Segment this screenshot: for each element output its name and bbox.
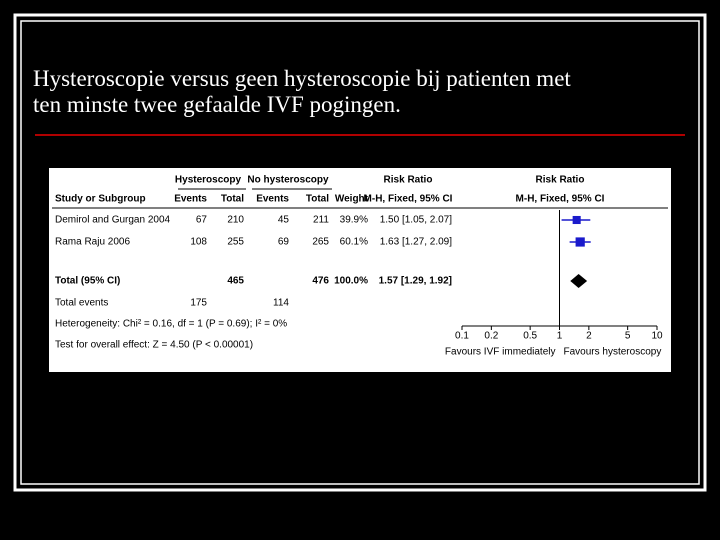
table-text: Total events	[55, 298, 108, 309]
favours-label: Favours hysteroscopy	[564, 347, 662, 358]
heterogeneity-note: Heterogeneity: Chi² = 0.16, df = 1 (P = …	[55, 319, 287, 330]
column-header: M-H, Fixed, 95% CI	[516, 194, 605, 205]
table-text: 465	[227, 276, 244, 287]
table-text: 1.50 [1.05, 2.07]	[380, 215, 453, 226]
x-tick-label: 0.1	[455, 331, 469, 342]
table-text: 265	[312, 237, 329, 248]
table-text: 1.57 [1.29, 1.92]	[379, 276, 452, 287]
column-header: Weight	[335, 194, 369, 205]
table-text: Demirol and Gurgan 2004	[55, 215, 171, 226]
slide-title: ten minste twee gefaalde IVF pogingen.	[33, 92, 401, 117]
frame-inner	[20, 20, 700, 485]
table-text: 108	[190, 237, 207, 248]
column-header: Events	[174, 194, 207, 205]
column-header: Events	[256, 194, 289, 205]
forest-plot-panel	[49, 168, 671, 372]
table-text: 211	[313, 215, 329, 226]
table-text: 67	[196, 215, 208, 226]
column-header: Risk Ratio	[384, 175, 433, 186]
column-group-header: No hysteroscopy	[247, 175, 329, 186]
table-text: Total (95% CI)	[55, 276, 120, 287]
table-text: 175	[190, 298, 207, 309]
x-tick-label: 0.5	[523, 331, 537, 342]
x-tick-label: 0.2	[484, 331, 498, 342]
table-text: 45	[278, 215, 290, 226]
table-text: Rama Raju 2006	[55, 237, 130, 248]
column-header: Total	[306, 194, 329, 205]
table-text: 210	[227, 215, 244, 226]
column-group-header: Hysteroscopy	[175, 175, 242, 186]
x-tick-label: 5	[625, 331, 631, 342]
table-text: 39.9%	[340, 215, 368, 226]
column-header: Risk Ratio	[536, 175, 585, 186]
x-tick-label: 10	[651, 331, 663, 342]
overall-effect-note: Test for overall effect: Z = 4.50 (P < 0…	[55, 340, 253, 351]
column-header: M-H, Fixed, 95% CI	[364, 194, 453, 205]
table-text: 100.0%	[334, 276, 368, 287]
forest-plot: Hysteroscopy No hysteroscopy Risk Ratio Ris…	[52, 175, 668, 358]
column-header: Study or Subgroup	[55, 194, 146, 205]
table-text: 1.63 [1.27, 2.09]	[380, 237, 453, 248]
x-tick-label: 1	[557, 331, 563, 342]
x-tick-label: 2	[586, 331, 592, 342]
table-text: 60.1%	[340, 237, 368, 248]
total-diamond	[570, 274, 588, 288]
table-text: 69	[278, 237, 290, 248]
effect-square	[575, 237, 585, 247]
slide-title: Hysteroscopie versus geen hysteroscopie …	[33, 66, 571, 91]
table-text: 255	[227, 237, 244, 248]
favours-label: Favours IVF immediately	[445, 347, 556, 358]
table-text: 114	[273, 298, 289, 309]
frame-outer	[13, 13, 707, 492]
column-header: Total	[221, 194, 244, 205]
effect-square	[572, 215, 581, 225]
table-text: 476	[312, 276, 329, 287]
